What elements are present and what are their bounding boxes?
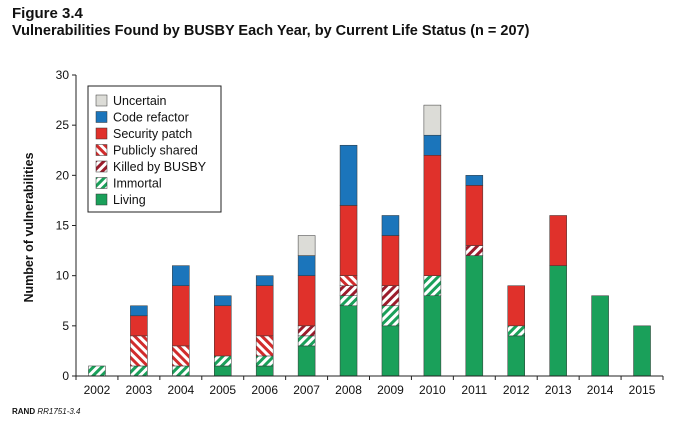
bar-segment-living-2005 <box>214 365 232 377</box>
bar-segment-living-2015 <box>633 325 651 377</box>
bar-segment-security-patch-2003 <box>130 315 148 337</box>
bar-segment-immortal-2008 <box>339 295 358 307</box>
x-tick-label-2008: 2008 <box>335 383 362 397</box>
legend-label-security-patch: Security patch <box>113 127 192 141</box>
footer-code: RR1751-3.4 <box>37 407 81 416</box>
bar-segment-immortal-2004 <box>172 365 190 377</box>
bar-segment-immortal-2006 <box>255 355 274 367</box>
bar-segment-code-refactor-2010 <box>423 134 442 156</box>
bar-segment-uncertain-2010 <box>423 104 442 136</box>
x-tick-label-2004: 2004 <box>167 383 194 397</box>
y-tick-label-0: 0 <box>62 369 69 383</box>
bar-segment-security-patch-2004 <box>172 285 190 347</box>
bar-segment-code-refactor-2005 <box>214 295 232 307</box>
legend-label-uncertain: Uncertain <box>113 94 167 108</box>
bar-segment-code-refactor-2006 <box>255 275 274 286</box>
bar-segment-immortal-2005 <box>214 355 232 367</box>
bar-segment-publicly-shared-2004 <box>172 345 190 367</box>
x-tick-label-2011: 2011 <box>461 383 487 397</box>
legend-swatch-publicly-shared <box>95 144 108 156</box>
legend-box <box>87 85 222 213</box>
bar-segment-killed-by-busby-2009 <box>381 285 400 307</box>
bar-segment-living-2010 <box>423 295 442 377</box>
legend: Uncertain Code refactor Security patch Publ… <box>87 85 222 213</box>
x-tick-label-2015: 2015 <box>629 383 656 397</box>
bar-segment-killed-by-busby-2007 <box>297 325 316 337</box>
bar-segment-immortal-2002 <box>88 365 106 377</box>
bar-segment-living-2013 <box>549 265 567 377</box>
bar-segment-living-2008 <box>339 305 358 377</box>
bar-segment-living-2009 <box>381 325 400 377</box>
x-tick-label-2009: 2009 <box>377 383 404 397</box>
legend-label-publicly-shared: Publicly shared <box>113 144 198 158</box>
footer-org: RAND <box>12 407 36 416</box>
legend-swatch-code-refactor <box>95 111 108 123</box>
bar-segment-living-2014 <box>591 295 609 377</box>
bar-segment-code-refactor-2007 <box>297 255 316 276</box>
y-tick-label-15: 15 <box>56 219 70 233</box>
bar-segment-living-2007 <box>297 345 316 377</box>
bar-segment-code-refactor-2009 <box>381 215 400 236</box>
legend-label-living: Living <box>113 193 146 207</box>
legend-swatch-security-patch <box>95 127 108 140</box>
legend-label-code-refactor: Code refactor <box>113 111 189 125</box>
bar-segment-security-patch-2005 <box>214 305 232 357</box>
x-tick-label-2014: 2014 <box>587 383 614 397</box>
bar-segment-security-patch-2010 <box>423 155 442 276</box>
y-tick-label-20: 20 <box>56 168 70 182</box>
bar-segment-code-refactor-2004 <box>172 265 190 286</box>
axes-group: 0 5 10 15 20 25 30 2002 2003 2004 2005 2006 2007 2008… <box>22 68 664 397</box>
x-tick-label-2005: 2005 <box>209 383 236 397</box>
y-tick-label-5: 5 <box>62 319 69 333</box>
legend-swatch-killed-by-busby <box>95 160 108 173</box>
bar-segment-security-patch-2013 <box>549 215 567 266</box>
bar-segment-security-patch-2008 <box>339 205 358 276</box>
figure-title: Vulnerabilities Found by BUSBY Each Year… <box>12 23 530 39</box>
x-tick-label-2006: 2006 <box>251 383 278 397</box>
bar-segment-killed-by-busby-2011 <box>465 245 484 256</box>
legend-swatch-immortal <box>95 177 108 189</box>
bar-segment-immortal-2009 <box>381 305 400 327</box>
bar-segment-uncertain-2007 <box>297 235 316 256</box>
bar-segment-security-patch-2006 <box>255 285 274 337</box>
bar-segment-living-2011 <box>465 255 484 377</box>
legend-swatch-living <box>95 193 108 206</box>
bar-segment-code-refactor-2008 <box>339 144 358 206</box>
x-tick-label-2003: 2003 <box>126 383 153 397</box>
bar-segment-immortal-2003 <box>130 365 148 377</box>
bar-segment-publicly-shared-2008 <box>339 275 358 286</box>
x-tick-label-2007: 2007 <box>293 383 320 397</box>
legend-label-immortal: Immortal <box>113 177 162 191</box>
bar-segment-living-2006 <box>255 365 274 377</box>
bar-segment-code-refactor-2003 <box>130 305 148 317</box>
bar-segment-security-patch-2011 <box>465 185 484 246</box>
bar-segment-immortal-2007 <box>297 335 316 347</box>
bar-segment-security-patch-2007 <box>297 275 316 327</box>
legend-label-killed-by-busby: Killed by BUSBY <box>113 160 207 174</box>
bar-segment-living-2012 <box>507 335 525 377</box>
x-tick-label-2013: 2013 <box>545 383 572 397</box>
bar-segment-code-refactor-2011 <box>465 175 484 186</box>
bar-segment-immortal-2010 <box>423 275 442 296</box>
x-tick-label-2002: 2002 <box>84 383 111 397</box>
bar-segment-security-patch-2009 <box>381 235 400 286</box>
bar-segment-security-patch-2012 <box>507 285 525 327</box>
bar-segment-immortal-2012 <box>507 325 525 337</box>
x-tick-label-2010: 2010 <box>419 383 446 397</box>
bar-segment-publicly-shared-2006 <box>255 335 274 357</box>
x-tick-label-2012: 2012 <box>503 383 530 397</box>
figure-footer: RAND RR1751-3.4 <box>12 407 80 416</box>
y-tick-label-10: 10 <box>56 269 70 283</box>
bar-segment-killed-by-busby-2008 <box>339 285 358 296</box>
y-tick-label-30: 30 <box>56 68 70 82</box>
y-tick-label-25: 25 <box>56 118 70 132</box>
figure-label: Figure 3.4 <box>12 5 83 22</box>
legend-swatch-uncertain <box>95 94 108 107</box>
y-axis-label: Number of vulnerabilities <box>22 152 36 302</box>
bar-segment-publicly-shared-2003 <box>130 335 148 367</box>
